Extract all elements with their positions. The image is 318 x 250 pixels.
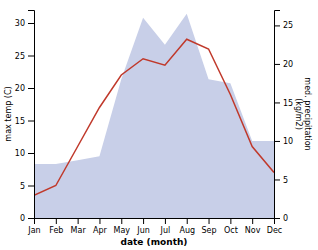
tick-label: 20 (15, 84, 25, 93)
tick-mark (99, 218, 100, 224)
tick-mark (78, 218, 79, 224)
tick-mark (28, 153, 34, 154)
tick-label: 0 (283, 214, 288, 223)
tick-label: 10 (283, 137, 293, 146)
tick: 20 (15, 84, 34, 93)
tick-mark (165, 218, 166, 224)
tick: 10 (274, 137, 293, 146)
line (34, 39, 274, 195)
tick: Feb (49, 218, 63, 235)
tick-label: Aug (179, 226, 195, 235)
tick-label: Feb (49, 226, 63, 235)
tick: Jun (136, 218, 150, 235)
tick-mark (28, 88, 34, 89)
tick: 30 (15, 19, 34, 28)
tick-mark (274, 141, 280, 142)
tick-label: Sep (202, 226, 217, 235)
tick-label: Dec (267, 226, 282, 235)
tick-mark (209, 218, 210, 224)
tick-label: Mar (71, 226, 87, 235)
tick: Jul (160, 218, 171, 235)
axis-line (275, 11, 281, 219)
tick-mark (28, 218, 34, 219)
tick: 15 (15, 117, 34, 126)
tick: 5 (274, 176, 288, 185)
tick-mark (274, 218, 280, 219)
tick: 25 (274, 21, 293, 30)
tick-label: 10 (15, 149, 25, 158)
tick-label: May (113, 226, 130, 235)
tick-label: Jan (27, 226, 40, 235)
tick: Dec (267, 218, 282, 235)
tick-mark (252, 218, 253, 224)
x-axis-title: date (month) (121, 237, 188, 247)
tick: 15 (274, 99, 293, 108)
tick-label: 0 (20, 214, 25, 223)
tick-mark (121, 218, 122, 224)
tick-mark (28, 121, 34, 122)
tick: Apr (93, 218, 108, 235)
tick: Sep (202, 218, 217, 235)
tick-label: Oct (224, 226, 238, 235)
tick-label: 30 (15, 19, 25, 28)
y-axis: 0 5 10 15 20 25 30 (15, 11, 35, 224)
tick: Oct (224, 218, 238, 235)
tick-mark (274, 179, 280, 180)
marks (34, 14, 274, 218)
tick-mark (28, 23, 34, 24)
tick: May (113, 218, 130, 235)
tick: 10 (15, 149, 34, 158)
axis-line (35, 219, 275, 225)
plot-area: JanFebMarAprMayJunJulAugSepOctNovDec0510… (15, 11, 293, 235)
axis-line (28, 11, 35, 219)
tick-mark (274, 25, 280, 26)
tick: 20 (274, 60, 293, 69)
tick: 0 (20, 214, 34, 223)
y2-axis-title-line: (kg/m2) (294, 98, 303, 130)
tick-label: 25 (283, 21, 293, 30)
tick: Nov (245, 218, 261, 235)
tick-label: Jul (160, 226, 171, 235)
tick-label: 25 (15, 52, 25, 61)
tick-label: 15 (15, 117, 25, 126)
tick-mark (230, 218, 231, 224)
tick-label: Nov (245, 226, 261, 235)
tick-label: Apr (93, 226, 108, 235)
tick-mark (274, 64, 280, 65)
tick-mark (28, 186, 34, 187)
tick-label: 15 (283, 99, 293, 108)
tick: 5 (20, 182, 34, 191)
chart: JanFebMarAprMayJunJulAugSepOctNovDec0510… (0, 0, 318, 250)
tick-label: 5 (283, 176, 288, 185)
tick: Aug (179, 218, 195, 235)
tick-label: 20 (283, 60, 293, 69)
y-axis-title: max temp (C) (4, 86, 13, 141)
tick-mark (56, 218, 57, 224)
tick: 0 (274, 214, 288, 223)
tick-mark (28, 56, 34, 57)
x-axis: Jan Feb Mar Apr May Jun Jul Aug Sep Oct Nov Dec (27, 218, 282, 235)
tick-mark (143, 218, 144, 224)
y2-axis-title-line: med. precipitation (303, 77, 312, 150)
tick: 25 (15, 52, 34, 61)
tick-label: 5 (20, 182, 25, 191)
y2-axis-title: med. precipitation(kg/m2) (294, 77, 312, 150)
y2-axis: 0 5 10 15 20 25 (274, 11, 293, 224)
tick-mark (187, 218, 188, 224)
tick: Jan (27, 218, 40, 235)
tick-mark (274, 102, 280, 103)
tick: Mar (71, 218, 87, 235)
tick-label: Jun (136, 226, 150, 235)
area (34, 14, 274, 218)
